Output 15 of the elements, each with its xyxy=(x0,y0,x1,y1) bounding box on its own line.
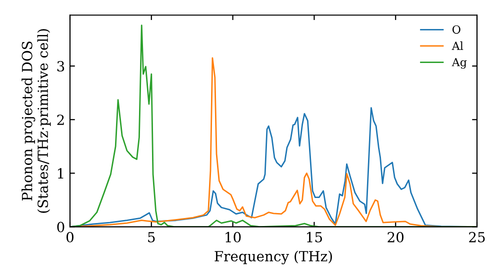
y-axis-title: Phonon projected DOS (States/THz·primitive cell) xyxy=(22,29,51,213)
x-tick-label: 20 xyxy=(388,232,404,242)
y-tick-label: 1 xyxy=(58,168,64,178)
x-tick-label: 0 xyxy=(66,232,74,242)
x-tick-label: 10 xyxy=(226,232,241,242)
legend-label: Al xyxy=(452,41,464,50)
legend-label: Ag xyxy=(452,58,467,69)
x-axis-title: Frequency (THz) xyxy=(214,250,332,264)
y-tick-label: 3 xyxy=(57,61,64,72)
y-tick-label: 0 xyxy=(57,222,64,232)
y-tick-label: 2 xyxy=(57,114,64,125)
legend-label: O xyxy=(452,25,460,34)
x-tick-label: 5 xyxy=(148,232,155,242)
x-tick-label: 15 xyxy=(307,232,322,242)
x-tick-label: 25 xyxy=(469,232,485,242)
